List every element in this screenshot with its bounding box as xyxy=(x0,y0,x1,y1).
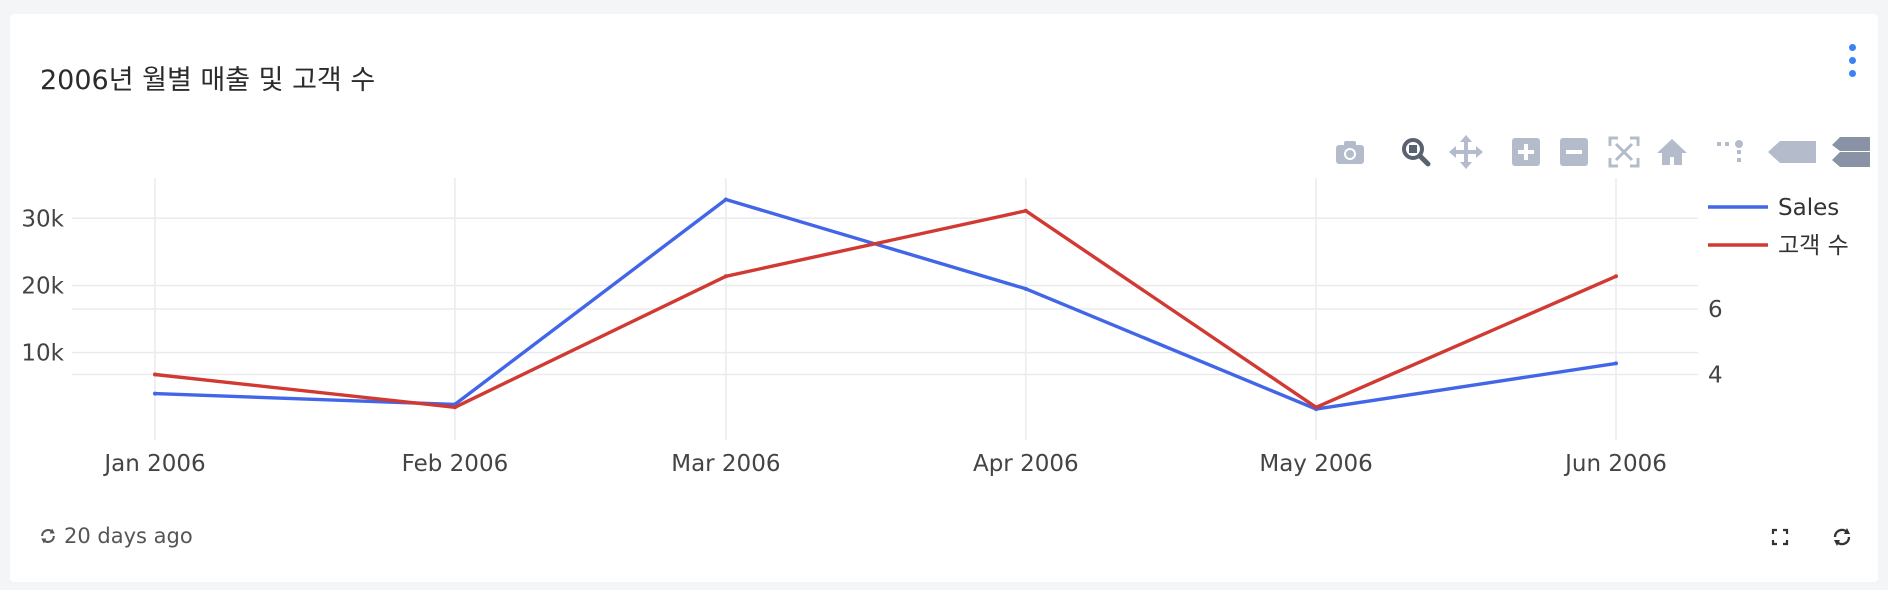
data-point[interactable] xyxy=(723,274,728,279)
refresh-icon[interactable] xyxy=(38,526,58,546)
y-tick-label: 10k xyxy=(21,341,64,367)
series-line[interactable] xyxy=(154,209,1617,409)
autoscale-icon[interactable] xyxy=(1604,132,1644,172)
y-tick-label: 30k xyxy=(21,206,64,232)
data-point[interactable] xyxy=(1314,405,1319,410)
x-tick-label: Apr 2006 xyxy=(973,451,1079,477)
data-point[interactable] xyxy=(1023,208,1028,213)
card-title: 2006년 월별 매출 및 고객 수 xyxy=(40,65,376,96)
series-layer xyxy=(153,197,1618,412)
spike-lines-icon[interactable] xyxy=(1712,132,1752,172)
data-point[interactable] xyxy=(452,405,457,410)
data-point[interactable] xyxy=(723,197,728,202)
tick-labels: Jan 2006 Feb 2006 Mar 2006 Apr 2006 May 2006… xyxy=(21,206,1722,477)
expand-icon[interactable] xyxy=(1768,525,1792,549)
legend[interactable]: Sales 고객 수 xyxy=(1708,195,1849,259)
line-chart[interactable]: Jan 2006 Feb 2006 Mar 2006 Apr 2006 May 2006… xyxy=(0,0,1888,500)
last-updated: 20 days ago xyxy=(38,524,193,548)
hover-compare-icon[interactable] xyxy=(1830,132,1870,172)
x-tick-label: Feb 2006 xyxy=(402,451,509,477)
data-point[interactable] xyxy=(1614,361,1618,366)
refresh-icon[interactable] xyxy=(1830,525,1854,549)
data-point[interactable] xyxy=(1023,286,1028,291)
series-line[interactable] xyxy=(154,197,1617,411)
zoom-in-icon[interactable] xyxy=(1506,132,1546,172)
y-tick-label: 20k xyxy=(21,273,64,299)
legend-label[interactable]: 고객 수 xyxy=(1778,233,1849,259)
x-tick-label: Jan 2006 xyxy=(102,451,205,477)
camera-icon[interactable] xyxy=(1330,132,1370,172)
reset-axes-icon[interactable] xyxy=(1652,132,1692,172)
data-point[interactable] xyxy=(153,391,157,396)
kebab-vertical-icon[interactable] xyxy=(1846,44,1858,78)
y2-tick-label: 4 xyxy=(1708,363,1723,389)
y2-tick-label: 6 xyxy=(1708,297,1723,323)
plot-modebar xyxy=(1330,132,1870,172)
x-tick-label: May 2006 xyxy=(1259,451,1372,477)
x-tick-label: Jun 2006 xyxy=(1563,451,1667,477)
zoom-out-icon[interactable] xyxy=(1554,132,1594,172)
updated-text: 20 days ago xyxy=(64,524,193,548)
x-tick-label: Mar 2006 xyxy=(671,451,780,477)
pan-icon[interactable] xyxy=(1446,132,1486,172)
data-point[interactable] xyxy=(1614,274,1618,279)
data-point[interactable] xyxy=(153,372,157,377)
legend-label[interactable]: Sales xyxy=(1778,195,1839,221)
hover-closest-icon[interactable] xyxy=(1766,132,1818,172)
zoom-icon[interactable] xyxy=(1396,132,1436,172)
gridlines xyxy=(72,178,1698,440)
